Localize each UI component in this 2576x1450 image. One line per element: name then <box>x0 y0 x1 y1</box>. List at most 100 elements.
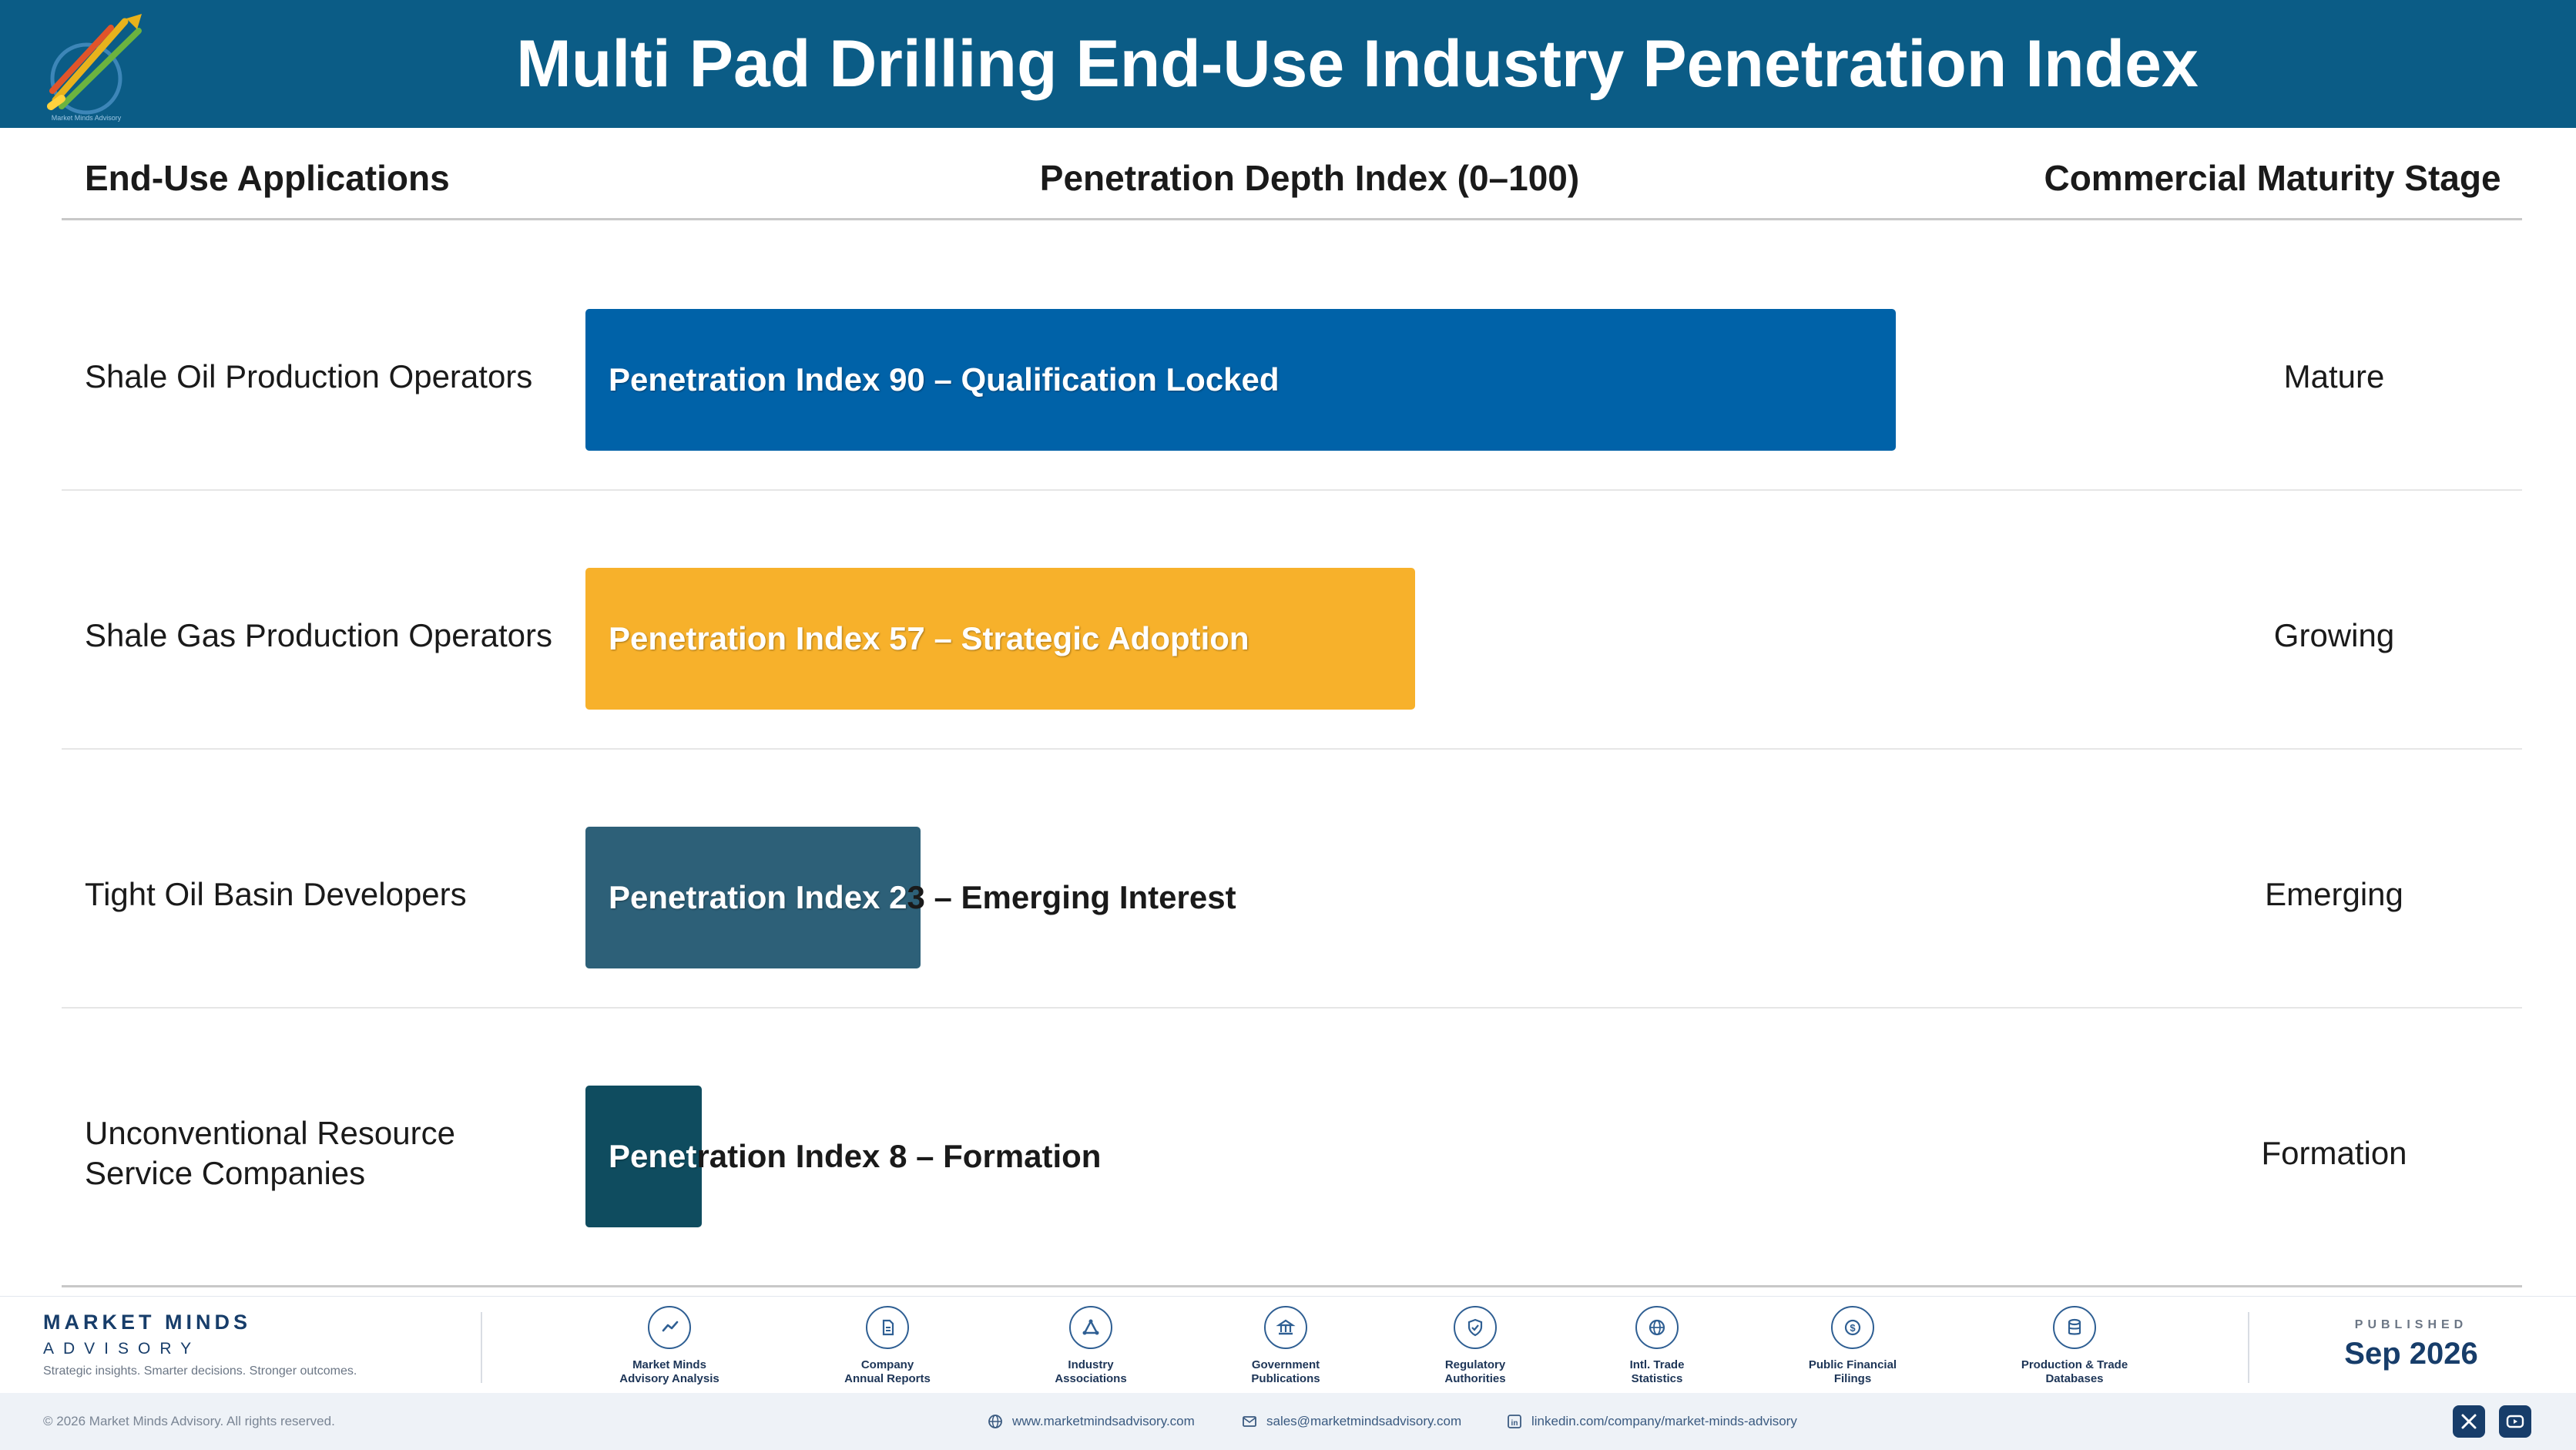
application-label: Shale Gas Production Operators <box>85 617 552 653</box>
row-divider <box>62 748 2522 750</box>
source-label-line2: Statistics <box>1631 1372 1683 1385</box>
x-icon <box>2461 1414 2477 1429</box>
column-header-index: Penetration Depth Index (0–100) <box>1039 158 1580 198</box>
source-label-line1: Intl. Trade <box>1629 1358 1685 1371</box>
dollar-coin-icon: $ <box>1844 1319 1861 1336</box>
chart-line-icon <box>662 1321 679 1332</box>
source-label-line1: Industry <box>1068 1358 1114 1371</box>
source-item: Government Publications <box>1205 1306 1367 1386</box>
header-divider <box>62 218 2522 220</box>
row-divider <box>62 1007 2522 1009</box>
source-item: Industry Associations <box>1010 1306 1172 1386</box>
source-label-line1: Government <box>1251 1358 1320 1371</box>
website-link[interactable]: www.marketmindsadvisory.com <box>988 1393 1195 1450</box>
svg-text:$: $ <box>1850 1322 1856 1334</box>
source-item: Regulatory Authorities <box>1394 1306 1556 1386</box>
source-icon-circle <box>2053 1306 2096 1349</box>
source-label: Government Publications <box>1205 1358 1367 1386</box>
published-label: PUBLISHED <box>2354 1318 2468 1331</box>
table-row: Shale Oil Production Operators Penetratio… <box>62 247 2522 506</box>
brand-tagline: Strategic insights. Smarter decisions. S… <box>43 1364 357 1378</box>
chart-bar <box>585 1086 702 1227</box>
application-label: Shale Oil Production Operators <box>85 358 533 394</box>
source-label: Production & Trade Databases <box>1994 1358 2155 1386</box>
maturity-stage: Growing <box>2273 617 2395 653</box>
brand-sub: ADVISORY <box>43 1340 201 1358</box>
source-icon-circle <box>1454 1306 1497 1349</box>
website-text: www.marketmindsadvisory.com <box>1012 1414 1195 1428</box>
database-icon <box>2068 1318 2081 1335</box>
source-label-line1: Market Minds <box>632 1358 706 1371</box>
document-icon <box>882 1319 894 1336</box>
email-text: sales@marketmindsadvisory.com <box>1266 1414 1462 1428</box>
bar-label: Penetration Index 90 – Qualification Loc… <box>609 361 1280 398</box>
chart-bar <box>585 827 921 968</box>
source-label-line1: Production & Trade <box>2021 1358 2128 1371</box>
column-header-applications: End-Use Applications <box>85 158 450 198</box>
mail-icon <box>1243 1416 1256 1427</box>
maturity-stage: Mature <box>2283 358 2385 394</box>
source-icon-circle <box>648 1306 691 1349</box>
source-item: Production & Trade Databases <box>1994 1306 2155 1386</box>
source-icon-circle <box>1264 1306 1307 1349</box>
globe-icon <box>1649 1319 1665 1336</box>
sub-footer: © 2026 Market Minds Advisory. All rights… <box>0 1393 2576 1450</box>
page-title: Multi Pad Drilling End-Use Industry Pene… <box>516 27 2199 101</box>
logo-icon: Market Minds Advisory <box>47 14 142 122</box>
source-label: Public Financial Filings <box>1772 1358 1934 1386</box>
source-label: Market Minds Advisory Analysis <box>589 1358 750 1386</box>
chart-bar <box>585 309 1896 451</box>
government-building-icon <box>1276 1319 1296 1335</box>
source-label: Industry Associations <box>1010 1358 1172 1386</box>
application-label: Unconventional Resource Service Companie… <box>85 1115 455 1191</box>
source-label-line2: Advisory Analysis <box>619 1372 719 1385</box>
source-icon-circle: $ <box>1831 1306 1874 1349</box>
brand-name: MARKET MINDS <box>43 1311 251 1334</box>
source-item: Market Minds Advisory Analysis <box>589 1306 750 1386</box>
logo-text: Market Minds Advisory <box>52 114 122 122</box>
source-label-line2: Annual Reports <box>844 1372 931 1385</box>
linkedin-link[interactable]: in linkedin.com/company/market-minds-adv… <box>1507 1393 1797 1450</box>
table-row: Unconventional Resource Service Companie… <box>62 1024 2522 1283</box>
table-row: Shale Gas Production Operators Penetratio… <box>62 506 2522 765</box>
source-item: Intl. Trade Statistics <box>1576 1306 1738 1386</box>
source-label: Intl. Trade Statistics <box>1576 1358 1738 1386</box>
source-label-line1: Regulatory <box>1444 1358 1506 1371</box>
bar-label: Penetration Index 23 – Emerging Interest <box>609 879 1236 915</box>
source-label-line2: Associations <box>1055 1372 1127 1385</box>
column-header-stage: Commercial Maturity Stage <box>2044 158 2501 198</box>
network-icon <box>1082 1319 1099 1335</box>
source-icon-circle <box>1069 1306 1112 1349</box>
source-label-line2: Publications <box>1251 1372 1320 1385</box>
bottom-divider <box>62 1285 2522 1287</box>
row-divider <box>62 489 2522 491</box>
header-bar: Market Minds Advisory Multi Pad Drilling… <box>0 0 2576 128</box>
bar-label: Penetration Index 57 – Strategic Adoptio… <box>609 620 1249 656</box>
maturity-stage: Emerging <box>2265 876 2403 912</box>
source-label: Company Annual Reports <box>807 1358 968 1386</box>
source-label-line2: Databases <box>2045 1372 2104 1385</box>
email-link[interactable]: sales@marketmindsadvisory.com <box>1242 1393 1461 1450</box>
x-social-button[interactable] <box>2453 1405 2485 1438</box>
maturity-stage: Formation <box>2261 1135 2407 1171</box>
svg-text:in: in <box>1511 1419 1518 1428</box>
source-item: $ Public Financial Filings <box>1772 1306 1934 1386</box>
footer-divider <box>2248 1312 2249 1383</box>
source-label: Regulatory Authorities <box>1394 1358 1556 1386</box>
source-label-line2: Filings <box>1833 1372 1872 1385</box>
source-icon-circle <box>866 1306 909 1349</box>
source-item: Company Annual Reports <box>807 1306 968 1386</box>
bar-label: Penetration Index 8 – Formation <box>609 1138 1102 1174</box>
source-icon-circle <box>1635 1306 1679 1349</box>
globe-icon <box>988 1415 1002 1428</box>
published-date: Sep 2026 <box>2344 1337 2478 1371</box>
copyright: © 2026 Market Minds Advisory. All rights… <box>43 1414 335 1428</box>
table-row: Tight Oil Basin Developers Penetration In… <box>62 765 2522 1024</box>
linkedin-icon: in <box>1508 1415 1521 1428</box>
source-label-line1: Public Financial <box>1808 1358 1897 1371</box>
youtube-social-button[interactable] <box>2499 1405 2531 1438</box>
application-label: Tight Oil Basin Developers <box>85 876 467 912</box>
shield-check-icon <box>1467 1318 1483 1337</box>
chart-bar <box>585 568 1415 710</box>
footer-divider <box>481 1312 482 1383</box>
